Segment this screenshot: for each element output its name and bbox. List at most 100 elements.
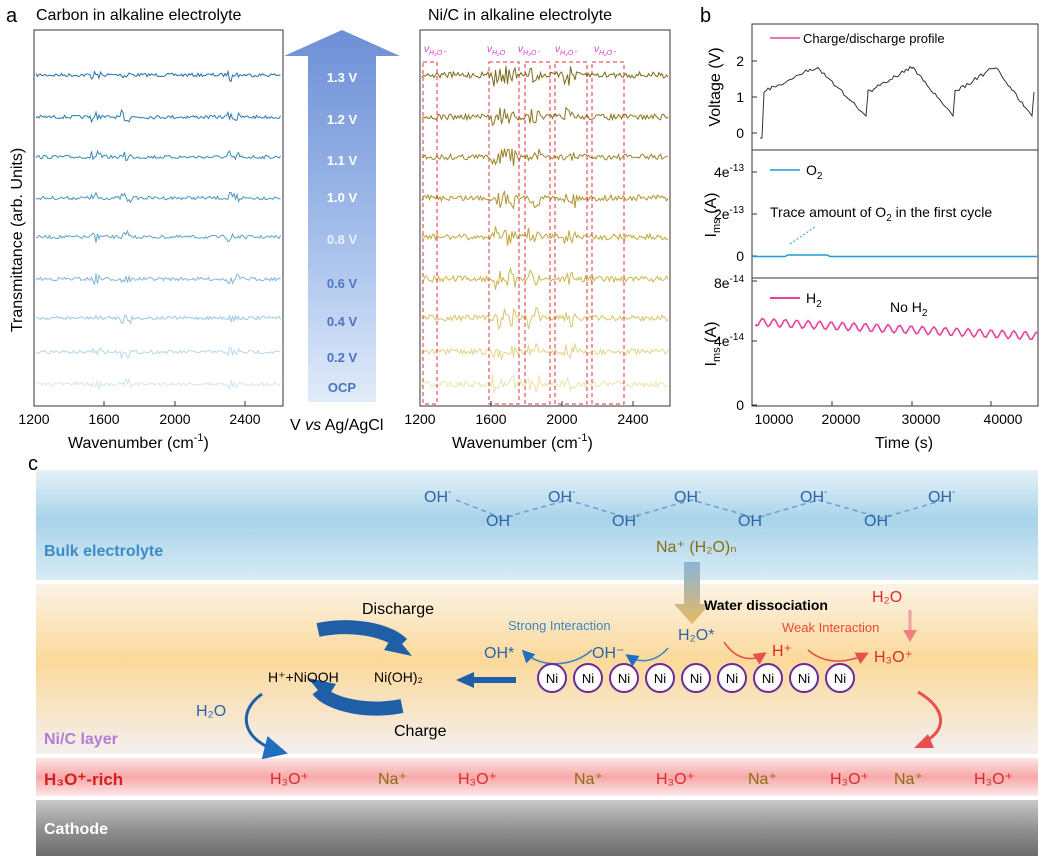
carbon-title: Carbon in alkaline electrolyte <box>36 7 242 24</box>
ni-to-cycle-arrowhead <box>456 672 474 688</box>
level-1-1: 1.1 V <box>327 153 358 168</box>
region-label-2: νH₂O <box>487 44 506 57</box>
spectrum-trace <box>421 306 669 331</box>
reactant-label: H⁺+NiOOH <box>268 669 339 685</box>
ni-atom-label: Ni <box>618 671 630 686</box>
voltage-ytick-1: 1 <box>736 89 744 105</box>
panel-c-letter: c <box>28 453 38 475</box>
ni-atom <box>537 663 567 693</box>
voltage-ytick-2: 2 <box>736 53 744 69</box>
nic-spectra <box>421 65 669 394</box>
ni-atom-label: Ni <box>546 671 558 686</box>
level-0-4: 0.4 V <box>327 314 358 329</box>
oh-5: OH- <box>674 487 701 506</box>
rich-species-6: Na⁺ <box>748 771 777 788</box>
time-xlabel: Time (s) <box>875 435 933 452</box>
ni-atom <box>789 663 819 693</box>
o2-ylabel: Ims (A) <box>703 193 723 238</box>
spectrum-trace <box>421 342 669 360</box>
ni-atom <box>645 663 675 693</box>
rich-species-8: Na⁺ <box>894 771 923 788</box>
region-label-1: νH₃O⁺ <box>424 44 447 57</box>
spectrum-trace <box>421 65 669 87</box>
spectrum-trace <box>421 226 669 246</box>
cathode-band <box>36 800 1038 856</box>
oh-4: OH- <box>612 511 639 530</box>
level-1-0: 1.0 V <box>327 190 358 205</box>
ni-atoms: Ni Ni Ni Ni Ni Ni Ni Ni Ni <box>537 663 855 693</box>
spectrum-trace <box>35 69 281 83</box>
oh-chain-links <box>455 499 945 519</box>
oh-1: OH- <box>424 487 451 506</box>
ni-atom <box>681 663 711 693</box>
h2o-red: H₂O <box>872 589 902 606</box>
voltage-legend: Charge/discharge profile <box>803 31 945 46</box>
h2-ylabel: Ims (A) <box>703 322 723 367</box>
h3o-rich-label: H₃O⁺-rich <box>44 770 123 789</box>
oh-6: OH- <box>738 511 765 530</box>
level-0-2: 0.2 V <box>327 350 358 365</box>
spectrum-trace <box>35 313 281 325</box>
weak-interaction-label: Weak Interaction <box>782 620 879 635</box>
panel-b-frame <box>751 23 1039 407</box>
ni-atom-label: Ni <box>834 671 846 686</box>
spectrum-trace <box>35 378 281 390</box>
region-box-3 <box>524 61 551 405</box>
region-label-4: νH₃O⁺ <box>555 44 578 57</box>
potential-levels: 1.3 V 1.2 V 1.1 V 1.0 V 0.8 V 0.6 V 0.4 … <box>327 70 358 395</box>
spectrum-trace <box>421 374 669 394</box>
oh-9: OH- <box>928 487 955 506</box>
spectrum-trace <box>421 190 669 210</box>
spectrum-trace <box>35 347 281 360</box>
nic-layer-band <box>36 584 1038 754</box>
transmittance-ylabel: Transmittance (arb. Units) <box>9 148 26 332</box>
carbon-xtick-2400: 2400 <box>229 411 260 427</box>
strong-arrow-2 <box>625 647 669 667</box>
oh-chain: OH- OH- OH- OH- OH- OH- OH- OH- OH- <box>424 487 955 530</box>
voltage-curve <box>760 65 1035 139</box>
region-box-1 <box>422 61 438 405</box>
oh-2: OH- <box>486 511 513 530</box>
oh-8: OH- <box>864 511 891 530</box>
level-1-2: 1.2 V <box>327 112 358 127</box>
ni-atom-label: Ni <box>762 671 774 686</box>
o2-annotation: Trace amount of O2 in the first cycle <box>770 204 992 224</box>
carbon-xtick-1200: 1200 <box>18 411 49 427</box>
h2o-label: H₂O <box>196 703 226 720</box>
h3o-rich-band <box>36 758 1038 796</box>
rich-species-4: Na⁺ <box>574 771 603 788</box>
rich-species-2: Na⁺ <box>378 771 407 788</box>
time-xtick-20000: 20000 <box>822 411 861 427</box>
h2o-arrow <box>244 692 288 760</box>
spectrum-trace <box>421 266 669 290</box>
o2-ytick-0: 0 <box>736 248 744 264</box>
panel-b-letter: b <box>700 5 711 27</box>
h-plus: H⁺ <box>772 643 792 660</box>
spectrum-trace <box>35 108 281 124</box>
rich-species-7: H₃O⁺ <box>830 771 869 788</box>
nic-xticks: 1200 1600 2000 2400 <box>404 401 649 427</box>
level-ocp: OCP <box>328 380 357 395</box>
cathode-label: Cathode <box>44 821 108 838</box>
level-0-8: 0.8 V <box>327 232 358 247</box>
oh-3: OH- <box>548 487 575 506</box>
h2o-down-head <box>903 630 917 642</box>
region-box-2 <box>488 61 520 405</box>
product-label: Ni(OH)₂ <box>374 669 423 685</box>
strong-interaction-label: Strong Interaction <box>508 618 611 633</box>
potential-arrow <box>284 30 400 402</box>
time-xtick-10000: 10000 <box>755 411 794 427</box>
charge-arrowhead <box>308 678 336 700</box>
h2-legend: H2 <box>806 290 822 310</box>
ni-atom <box>753 663 783 693</box>
oh-minus: OH⁻ <box>592 645 624 662</box>
nic-xlabel: Wavenumber (cm-1) <box>452 432 593 452</box>
level-1-3: 1.3 V <box>327 70 358 85</box>
region-label-3: νH₃O⁺ <box>518 44 541 57</box>
spectrum-trace <box>421 148 669 167</box>
discharge-label: Discharge <box>362 601 434 618</box>
o2-yticks: 0 2e-13 4e-13 <box>714 163 757 264</box>
nic-xtick-2000: 2000 <box>546 411 577 427</box>
h2-annotation: No H2 <box>890 299 928 319</box>
panel-a-letter: a <box>6 5 18 27</box>
